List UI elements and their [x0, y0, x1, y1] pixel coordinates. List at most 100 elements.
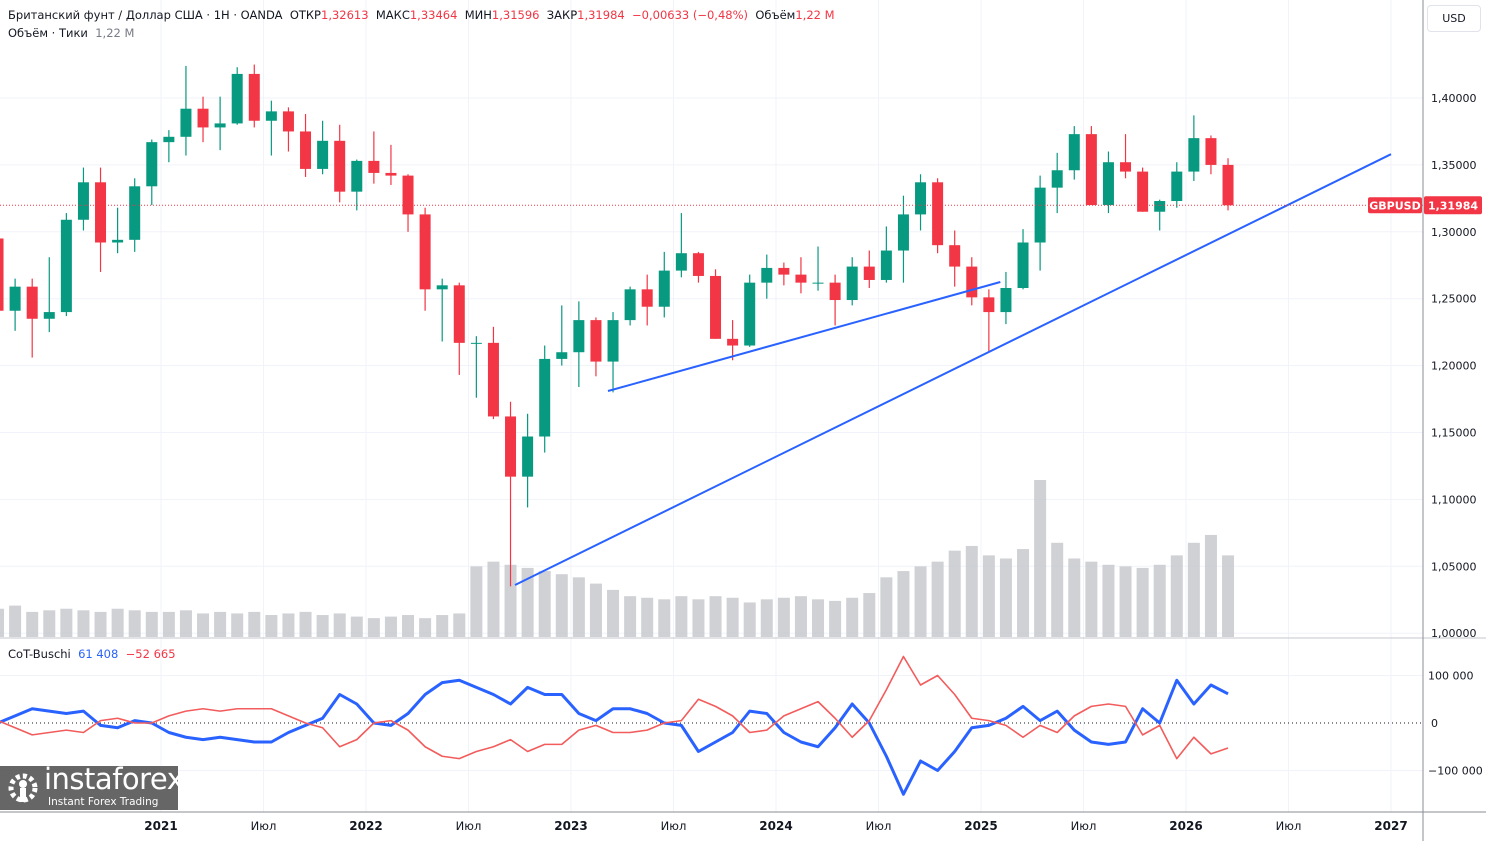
time-axis-label: 2025 [964, 819, 997, 833]
candle [1068, 126, 1080, 180]
candle [932, 178, 944, 254]
volume-bar [265, 615, 278, 637]
low-value: 1,31596 [491, 8, 540, 22]
candle [880, 226, 892, 283]
candle-body [214, 123, 226, 128]
volume-bar [1085, 561, 1098, 637]
volume-bar [812, 599, 825, 637]
volume-bar [487, 561, 500, 637]
price-axis-label: 1,40000 [1431, 92, 1477, 105]
volume-bar [863, 593, 876, 637]
volume-bar [350, 616, 363, 637]
candle-body [197, 108, 209, 128]
volume-bar [214, 611, 227, 637]
cot-blue-line [0, 678, 1229, 796]
open-value: 1,32613 [321, 8, 369, 22]
candle [0, 238, 4, 311]
price-axis-label: 1,10000 [1431, 493, 1477, 506]
candle-body [983, 297, 995, 313]
candle-body [778, 267, 790, 275]
candle-body [624, 289, 636, 321]
candle [385, 144, 397, 185]
candle [795, 257, 807, 294]
logo-tagline: Instant Forex Trading [48, 796, 159, 808]
candle [675, 213, 687, 278]
volume-bar [846, 597, 859, 637]
candle [1188, 115, 1200, 181]
candle [1120, 134, 1132, 179]
indicator-name[interactable]: CoT-Buschi [8, 647, 71, 661]
candle [43, 257, 55, 333]
volume-bar [504, 564, 517, 637]
candle-body [795, 274, 807, 283]
volume-bar [316, 615, 329, 637]
volume-bar [607, 589, 620, 637]
volume-bar [982, 555, 995, 637]
candle-body [1188, 138, 1200, 172]
volume-bar [367, 618, 380, 637]
candle [1017, 229, 1029, 290]
candle [231, 67, 243, 125]
close-label: ЗАКР [546, 8, 578, 22]
candle [368, 131, 380, 184]
candle [487, 326, 499, 420]
candle [282, 107, 294, 152]
candle [26, 278, 38, 358]
volume-bar [948, 550, 961, 637]
candle [983, 289, 995, 353]
candle-body [1068, 134, 1080, 171]
price-tag-value: 1,31984 [1428, 199, 1478, 212]
volume-bar [658, 599, 671, 637]
candle [146, 139, 158, 206]
candle-body [129, 186, 141, 240]
volume-bar [77, 610, 90, 637]
volume-bar [60, 608, 73, 637]
volume-bar [555, 574, 568, 637]
candle [863, 250, 875, 288]
candle-body [60, 219, 72, 313]
volume-bar [794, 596, 807, 637]
volume-bar [1034, 480, 1047, 637]
candle-body [573, 320, 585, 353]
currency-button[interactable]: USD [1427, 5, 1481, 32]
time-axis-label: 2024 [759, 819, 792, 833]
candle [214, 96, 226, 151]
price-axis-label: 1,25000 [1431, 293, 1477, 306]
volume-bar [333, 613, 346, 637]
candle-body [932, 182, 944, 246]
time-axis-label: 2027 [1374, 819, 1407, 833]
indicator-axis-label: 0 [1431, 717, 1438, 730]
candle-body [915, 182, 927, 215]
candle [710, 269, 722, 339]
volume-bar [1153, 564, 1166, 637]
candle-body [385, 172, 397, 176]
high-value: 1,33464 [409, 8, 458, 22]
candle [1137, 167, 1149, 212]
candle-body [1120, 162, 1132, 172]
candle-body [300, 131, 312, 169]
candle [949, 230, 961, 287]
candle-body [829, 282, 841, 301]
candle [539, 345, 551, 453]
volume-bar [675, 596, 688, 637]
candle [692, 251, 704, 283]
candle-body [1085, 134, 1097, 206]
close-value: 1,31984 [577, 8, 625, 22]
logo-name: instaforex [44, 762, 184, 796]
open-label: ОТКР [289, 8, 321, 22]
candle [812, 246, 824, 291]
candle-body [710, 275, 722, 339]
candle-body [1137, 171, 1149, 212]
volume-bar [299, 611, 312, 637]
candle [95, 167, 107, 272]
candle-body [1102, 162, 1114, 206]
price-tag-symbol-bg [1368, 197, 1422, 214]
price-tag-value-bg [1424, 196, 1482, 215]
candle-body [9, 286, 21, 311]
volume-bar [419, 618, 432, 637]
candle [436, 278, 448, 342]
candle-body [761, 267, 773, 283]
volume-ticks-label: Объём · Тики [8, 26, 88, 40]
candle [829, 274, 841, 326]
